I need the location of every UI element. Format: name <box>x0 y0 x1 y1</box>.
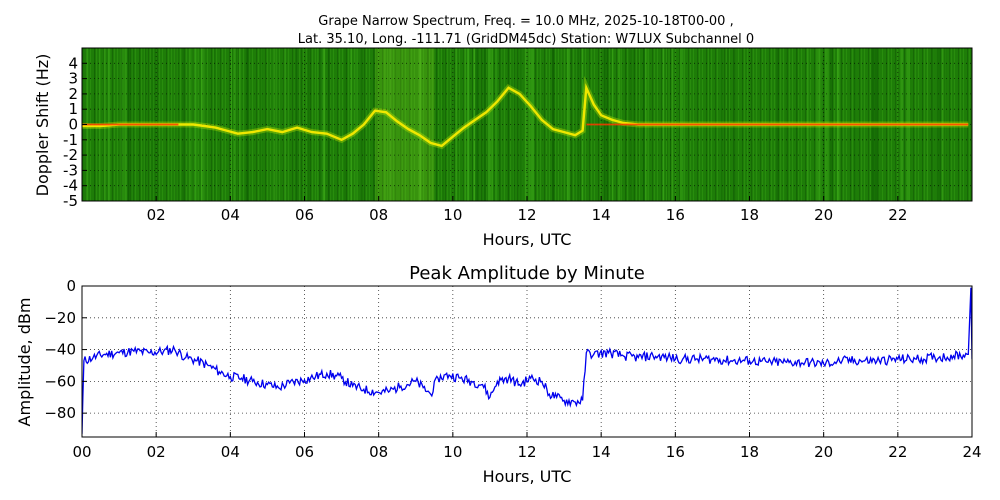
spectrogram-noise-band <box>328 48 331 201</box>
spectrum-y-tick-label: -3 <box>63 161 78 179</box>
spectrum-title-line2: Lat. 35.10, Long. -111.71 (GridDM45dc) S… <box>298 32 754 47</box>
spectrogram-noise-band <box>376 48 378 201</box>
spectrogram-noise-band <box>531 48 534 201</box>
spectrogram-noise-band <box>559 48 562 201</box>
spectrogram-noise-band <box>488 48 491 201</box>
spectrum-y-tick-label: 0 <box>68 116 78 134</box>
spectrum-x-tick-label: 20 <box>814 206 833 224</box>
spectrogram-noise-band <box>395 48 397 201</box>
spectrogram-noise-band <box>427 48 429 201</box>
spectrogram-noise-band <box>317 48 319 201</box>
amplitude-x-tick-label: 08 <box>369 443 388 461</box>
spectrum-x-tick-label: 22 <box>888 206 907 224</box>
spectrogram-noise-band <box>353 48 357 201</box>
amplitude-x-tick-label: 20 <box>814 443 833 461</box>
spectrum-x-tick-label: 12 <box>517 206 536 224</box>
spectrum-title-line1: Grape Narrow Spectrum, Freq. = 10.0 MHz,… <box>318 14 733 29</box>
spectrogram-noise-band <box>344 48 348 201</box>
spectrogram-noise-band <box>319 48 323 201</box>
spectrogram-noise-band <box>294 48 298 201</box>
spectrogram-noise-band <box>435 48 438 201</box>
spectrogram-noise-band <box>420 48 422 201</box>
spectrogram-noise-band <box>232 48 234 201</box>
amplitude-y-tick-label: −60 <box>44 372 76 390</box>
spectrogram-noise-band <box>507 48 510 201</box>
spectrum-y-tick-label: -1 <box>63 131 78 149</box>
spectrogram-noise-band <box>384 48 386 201</box>
spectrogram-noise-band <box>230 48 232 201</box>
amplitude-y-tick-label: −80 <box>44 404 76 422</box>
amplitude-x-axis-label: Hours, UTC <box>483 467 572 486</box>
spectrogram-noise-band <box>442 48 444 201</box>
spectrogram-noise-band <box>495 48 498 201</box>
spectrogram-noise-band <box>575 48 577 201</box>
spectrum-x-tick-label: 04 <box>221 206 240 224</box>
amplitude-x-tick-label: 12 <box>517 443 536 461</box>
spectrogram-noise-band <box>283 48 286 201</box>
amplitude-y-axis-label: Amplitude, dBm <box>15 298 34 427</box>
spectrum-x-tick-label: 14 <box>592 206 611 224</box>
spectrogram-noise-band <box>260 48 263 201</box>
spectrum-y-tick-label: 4 <box>68 54 78 72</box>
spectrum-y-tick-label: 1 <box>68 100 78 118</box>
spectrogram-noise-band <box>238 48 240 201</box>
spectrogram-noise-band <box>247 48 250 201</box>
spectrogram-noise-band <box>322 48 326 201</box>
amplitude-x-tick-label: 24 <box>962 443 981 461</box>
spectrum-y-tick-label: -5 <box>63 192 78 210</box>
spectrogram-noise-band <box>483 48 487 201</box>
spectrogram-noise-band <box>518 48 521 201</box>
amplitude-x-tick-label: 04 <box>221 443 240 461</box>
amplitude-plot-area <box>82 286 972 437</box>
spectrogram-noise-band <box>233 48 237 201</box>
spectrum-x-tick-label: 08 <box>369 206 388 224</box>
spectrum-x-tick-label: 10 <box>443 206 462 224</box>
spectrogram-noise-band <box>488 48 491 201</box>
amplitude-y-tick-label: 0 <box>66 277 76 295</box>
spectrogram-noise-band <box>560 48 563 201</box>
amplitude-x-tick-label: 22 <box>888 443 907 461</box>
spectrogram-noise-band <box>418 48 421 201</box>
spectrum-y-axis-label: Doppler Shift (Hz) <box>33 54 52 197</box>
amplitude-x-tick-label: 14 <box>592 443 611 461</box>
spectrum-x-tick-label: 16 <box>666 206 685 224</box>
amplitude-series-line <box>82 287 972 434</box>
spectrum-x-tick-label: 18 <box>740 206 759 224</box>
spectrogram-noise-band <box>296 48 299 201</box>
spectrum-x-tick-label: 02 <box>147 206 166 224</box>
spectrogram-noise-band <box>476 48 479 201</box>
spectrogram-noise-band <box>463 48 467 201</box>
spectrogram-noise-band <box>455 48 458 201</box>
spectrum-y-tick-label: -4 <box>63 177 78 195</box>
amplitude-x-tick-label: 00 <box>72 443 91 461</box>
spectrogram-noise-band <box>499 48 502 201</box>
spectrogram-noise-band <box>482 48 486 201</box>
spectrogram-noise-band <box>529 48 531 201</box>
spectrogram-noise-region <box>374 48 435 201</box>
spectrogram-noise-band <box>552 48 555 201</box>
spectrogram-noise-band <box>552 48 554 201</box>
spectrum-x-tick-label: 06 <box>295 206 314 224</box>
spectrum-y-tick-label: -2 <box>63 146 78 164</box>
amplitude-x-tick-label: 10 <box>443 443 462 461</box>
amplitude-y-tick-label: −40 <box>44 341 76 359</box>
amplitude-x-tick-label: 06 <box>295 443 314 461</box>
spectrum-y-tick-label: 2 <box>68 85 78 103</box>
spectrogram-plot <box>82 48 972 201</box>
spectrogram-noise-band <box>360 48 363 201</box>
spectrogram-noise-band <box>567 48 571 201</box>
amplitude-x-tick-label: 02 <box>147 443 166 461</box>
spectrogram-noise-band <box>490 48 493 201</box>
amplitude-x-tick-label: 16 <box>666 443 685 461</box>
amplitude-title: Peak Amplitude by Minute <box>409 263 645 284</box>
amplitude-y-tick-label: −20 <box>44 309 76 327</box>
spectrogram-noise-band <box>307 48 310 201</box>
spectrogram-noise-band <box>350 48 353 201</box>
amplitude-x-tick-label: 18 <box>740 443 759 461</box>
spectrum-y-tick-label: 3 <box>68 70 78 88</box>
spectrum-x-axis-label: Hours, UTC <box>483 230 572 249</box>
